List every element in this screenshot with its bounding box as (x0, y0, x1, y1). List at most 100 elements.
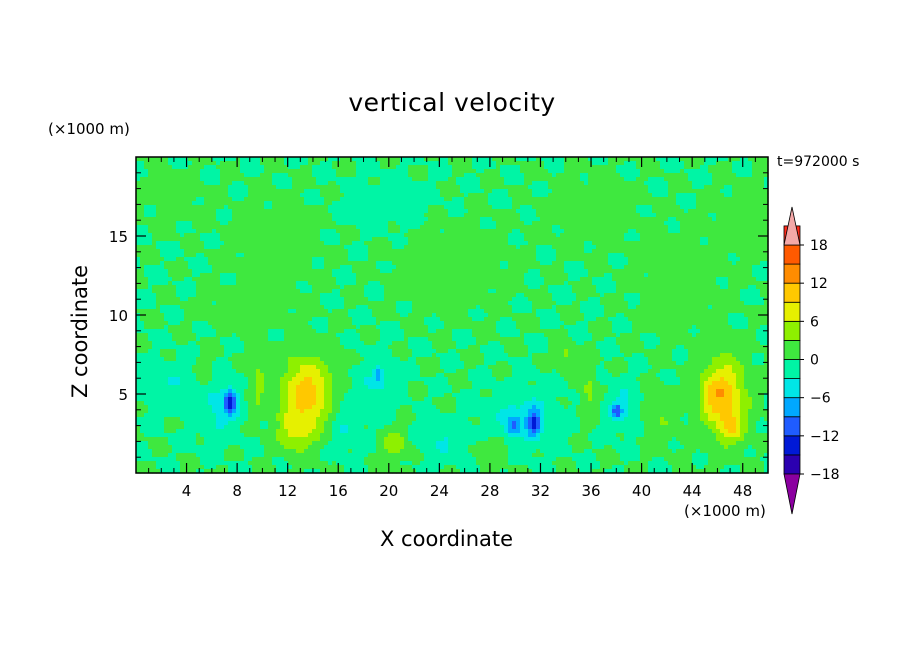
field-cell (144, 189, 149, 194)
field-cell (248, 165, 253, 170)
field-cell (168, 177, 173, 182)
field-cell (160, 265, 165, 270)
field-cell (300, 193, 305, 198)
field-cell (140, 209, 145, 214)
field-cell (660, 209, 665, 214)
field-cell (384, 181, 389, 186)
field-cell (652, 173, 657, 178)
field-cell (320, 229, 325, 234)
field-cell (188, 281, 193, 286)
field-cell (520, 169, 525, 174)
field-cell (392, 225, 397, 230)
field-cell (240, 233, 245, 238)
field-cell (184, 193, 189, 198)
field-cell (560, 249, 565, 254)
field-cell (184, 221, 189, 226)
field-cell (160, 197, 165, 202)
field-cell (308, 261, 313, 266)
field-cell (360, 209, 365, 214)
field-cell (748, 265, 753, 270)
field-cell (160, 245, 165, 250)
field-cell (600, 273, 605, 278)
field-cell (476, 253, 481, 258)
field-cell (552, 229, 557, 234)
field-cell (236, 165, 241, 170)
field-cell (220, 249, 225, 254)
field-cell (440, 249, 445, 254)
field-cell (528, 233, 533, 238)
field-cell (432, 281, 437, 286)
field-cell (420, 237, 425, 242)
field-cell (580, 165, 585, 170)
field-cell (260, 229, 265, 234)
field-cell (136, 169, 141, 174)
field-cell (680, 253, 685, 258)
field-cell (408, 273, 413, 278)
field-cell (680, 221, 685, 226)
field-cell (412, 193, 417, 198)
field-cell (424, 169, 429, 174)
field-cell (172, 177, 177, 182)
field-cell (360, 157, 365, 162)
field-cell (308, 269, 313, 274)
field-cell (160, 277, 165, 282)
field-cell (720, 165, 725, 170)
field-cell (296, 193, 301, 198)
field-cell (396, 269, 401, 274)
field-cell (264, 265, 269, 270)
field-cell (228, 221, 233, 226)
field-cell (524, 161, 529, 166)
field-cell (564, 249, 569, 254)
field-cell (656, 209, 661, 214)
field-cell (356, 217, 361, 222)
field-cell (544, 213, 549, 218)
field-cell (276, 169, 281, 174)
field-cell (504, 265, 509, 270)
field-cell (196, 165, 201, 170)
field-cell (216, 169, 221, 174)
field-cell (220, 217, 225, 222)
field-cell (332, 213, 337, 218)
field-cell (568, 253, 573, 258)
field-cell (312, 165, 317, 170)
field-cell (592, 209, 597, 214)
field-cell (684, 217, 689, 222)
field-cell (648, 265, 653, 270)
field-cell (764, 237, 769, 242)
field-cell (240, 201, 245, 206)
field-cell (544, 245, 549, 250)
field-cell (736, 165, 741, 170)
field-cell (716, 165, 721, 170)
field-cell (544, 197, 549, 202)
field-cell (464, 205, 469, 210)
field-cell (568, 273, 573, 278)
field-cell (644, 221, 649, 226)
field-cell (364, 241, 369, 246)
field-cell (268, 217, 273, 222)
field-cell (664, 185, 669, 190)
field-cell (664, 157, 669, 162)
field-cell (204, 229, 209, 234)
field-cell (392, 169, 397, 174)
field-cell (280, 173, 285, 178)
field-cell (560, 213, 565, 218)
field-cell (304, 277, 309, 282)
field-cell (216, 209, 221, 214)
field-cell (564, 237, 569, 242)
field-cell (368, 161, 373, 166)
field-cell (488, 229, 493, 234)
field-cell (612, 237, 617, 242)
field-cell (424, 257, 429, 262)
field-cell (192, 205, 197, 210)
field-cell (232, 233, 237, 238)
field-cell (460, 209, 465, 214)
field-cell (172, 213, 177, 218)
field-cell (620, 197, 625, 202)
field-cell (536, 193, 541, 198)
field-cell (208, 241, 213, 246)
field-cell (528, 213, 533, 218)
field-cell (364, 229, 369, 234)
field-cell (228, 173, 233, 178)
field-cell (352, 265, 357, 270)
field-cell (732, 245, 737, 250)
